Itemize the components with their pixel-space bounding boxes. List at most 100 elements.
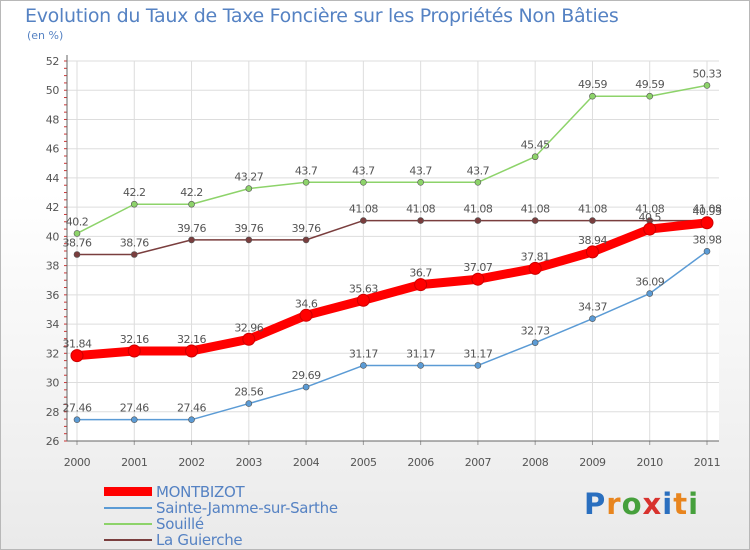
data-label: 28.56 <box>234 386 263 399</box>
y-tick-label: 36 <box>46 289 60 302</box>
legend-swatch-la-guierche <box>104 539 152 541</box>
y-tick-label: 48 <box>46 113 60 126</box>
data-label: 38.76 <box>120 237 149 250</box>
x-tick-label: 2011 <box>694 456 720 469</box>
data-label: 39.76 <box>177 222 206 235</box>
data-point <box>360 217 367 224</box>
data-point <box>700 216 714 230</box>
series-line-3 <box>76 219 708 256</box>
data-label: 41.08 <box>578 203 607 216</box>
data-point <box>528 261 542 275</box>
data-label: 31.17 <box>463 347 492 360</box>
data-label: 32.73 <box>521 325 550 338</box>
data-point <box>643 222 657 236</box>
data-label: 37.81 <box>521 250 550 263</box>
data-label: 43.7 <box>295 164 318 177</box>
data-point <box>73 251 81 258</box>
data-point <box>531 339 539 346</box>
proxiti-logo: Proxiti <box>584 487 699 521</box>
data-point <box>302 236 310 244</box>
data-point <box>302 383 310 391</box>
data-point <box>471 272 485 286</box>
data-label: 42.2 <box>123 186 146 199</box>
data-label: 32.16 <box>177 333 206 346</box>
data-label: 37.07 <box>463 261 492 274</box>
data-point <box>417 362 424 369</box>
data-label: 42.2 <box>180 186 203 199</box>
chart-unit: (en %) <box>27 29 64 42</box>
data-point <box>360 362 367 369</box>
data-point <box>185 344 199 358</box>
data-point <box>531 217 539 224</box>
data-label: 31.17 <box>349 347 378 360</box>
data-label: 36.09 <box>635 276 664 289</box>
data-point <box>130 200 138 208</box>
x-tick-label: 2008 <box>522 456 549 469</box>
data-label: 43.7 <box>352 164 375 177</box>
y-tick-label: 52 <box>46 55 59 68</box>
data-point <box>245 400 253 407</box>
data-label: 41.08 <box>635 203 664 216</box>
data-point <box>245 185 253 192</box>
series-line-0 <box>72 218 712 361</box>
data-point <box>531 153 539 161</box>
data-label: 41.08 <box>521 203 550 216</box>
y-tick-label: 34 <box>46 318 60 331</box>
logo-letter: t <box>673 487 689 521</box>
data-point <box>646 290 654 297</box>
data-point <box>589 92 596 100</box>
data-point <box>414 278 428 292</box>
x-tick-label: 2007 <box>465 456 492 469</box>
data-label: 43.27 <box>234 171 263 184</box>
data-label: 32.96 <box>234 321 263 334</box>
data-point <box>245 236 253 244</box>
data-label: 35.63 <box>349 282 378 295</box>
y-tick-label: 30 <box>46 377 60 390</box>
x-tick-label: 2003 <box>236 456 263 469</box>
data-label: 31.84 <box>63 338 92 351</box>
data-point <box>360 179 367 186</box>
data-label: 27.46 <box>120 402 149 415</box>
data-label: 38.98 <box>693 233 722 246</box>
logo-letter: P <box>584 487 607 521</box>
y-tick-label: 32 <box>46 347 59 360</box>
data-point <box>646 92 654 100</box>
series-line-1 <box>76 250 708 421</box>
data-label: 40.93 <box>693 205 722 218</box>
y-tick-label: 46 <box>46 143 60 156</box>
y-tick-label: 28 <box>46 406 60 419</box>
data-point <box>188 416 195 423</box>
legend-label-la-guierche: La Guierche <box>156 531 243 549</box>
data-label: 34.6 <box>295 297 318 310</box>
data-point <box>70 349 84 363</box>
data-point <box>127 344 141 358</box>
x-tick-label: 2009 <box>579 456 606 469</box>
x-tick-label: 2005 <box>350 456 377 469</box>
data-point <box>474 179 482 186</box>
data-point <box>417 179 424 186</box>
data-label: 50.33 <box>693 67 722 80</box>
data-label: 49.59 <box>578 78 607 91</box>
data-point <box>474 362 482 369</box>
y-tick-label: 42 <box>46 201 59 214</box>
data-label: 41.08 <box>693 203 722 216</box>
data-point <box>130 416 138 423</box>
x-tick-label: 2004 <box>293 456 320 469</box>
data-point <box>188 236 195 244</box>
x-tick-label: 2010 <box>637 456 664 469</box>
data-label: 40.5 <box>638 211 661 224</box>
data-label: 34.37 <box>578 301 607 314</box>
data-point <box>73 230 81 237</box>
legend-swatch-montbizot <box>104 487 152 496</box>
legend-swatch-sainte-jamme <box>104 507 152 509</box>
data-point <box>130 251 138 258</box>
data-point <box>589 217 596 224</box>
data-point <box>242 332 256 346</box>
data-label: 41.08 <box>406 203 435 216</box>
data-label: 41.08 <box>463 203 492 216</box>
data-label: 40.2 <box>66 215 89 228</box>
logo-letter: o <box>621 487 643 521</box>
data-point <box>703 247 711 255</box>
